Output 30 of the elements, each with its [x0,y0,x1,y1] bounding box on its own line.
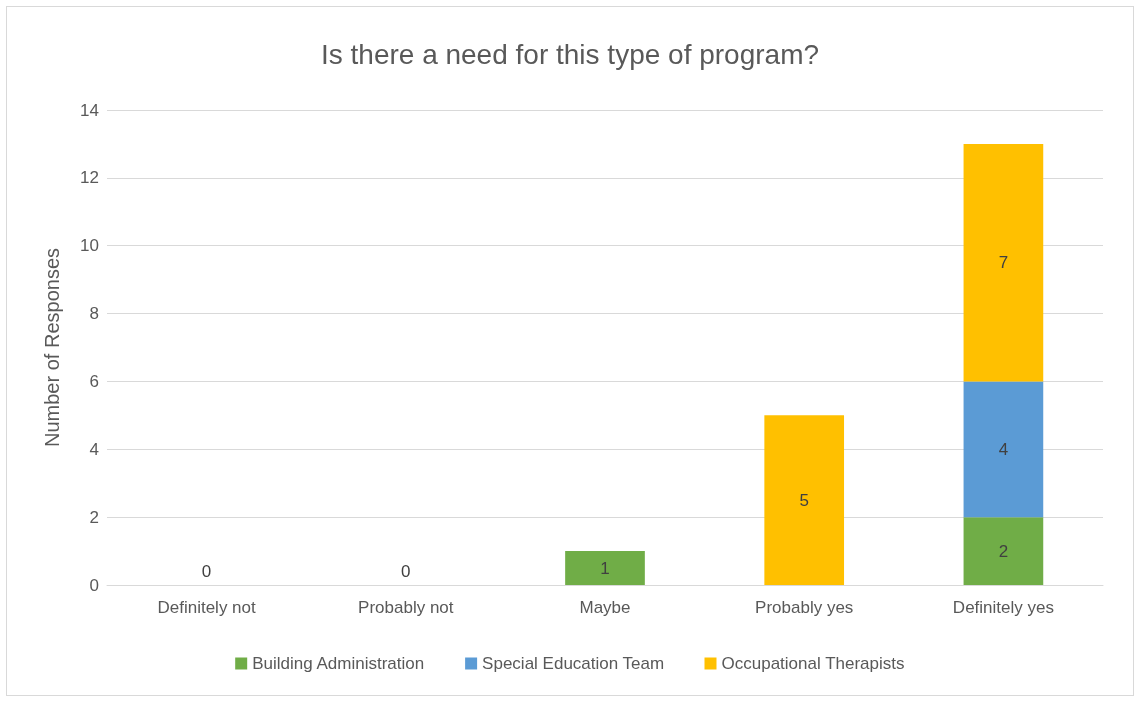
legend-label: Occupational Therapists [721,654,905,673]
data-label: 2 [998,541,1009,561]
y-tick-label: 0 [89,575,99,595]
x-tick-label: Probably not [358,598,454,617]
legend-label: Special Education Team [482,654,665,673]
y-tick-label: 10 [80,236,99,256]
data-label: 0 [401,562,411,581]
y-tick-label: 12 [80,168,99,188]
bar [963,381,1044,518]
x-tick-label: Definitely yes [952,598,1054,617]
bar [565,551,645,585]
y-tick-label: 8 [89,304,99,324]
y-tick-label: 4 [89,439,99,459]
data-label: 0 [201,562,212,581]
bar [764,415,845,585]
y-tick-label: 14 [80,100,99,120]
x-tick-label: Maybe [579,598,631,617]
legend-label: Building Administration [252,654,425,673]
x-tick-label: Definitely not [157,598,257,617]
data-label: 7 [998,253,1009,273]
data-label: 1 [600,558,610,578]
y-axis-title: Number of Responses [41,248,63,447]
bar [963,517,1044,585]
y-tick-label: 6 [89,371,99,391]
bar [963,143,1044,382]
data-label: 4 [998,439,1009,459]
y-tick-label: 2 [89,507,99,527]
data-label: 5 [799,490,809,510]
x-tick-label: Probably yes [755,598,854,617]
chart-title: Is there a need for this type of program? [320,38,820,70]
